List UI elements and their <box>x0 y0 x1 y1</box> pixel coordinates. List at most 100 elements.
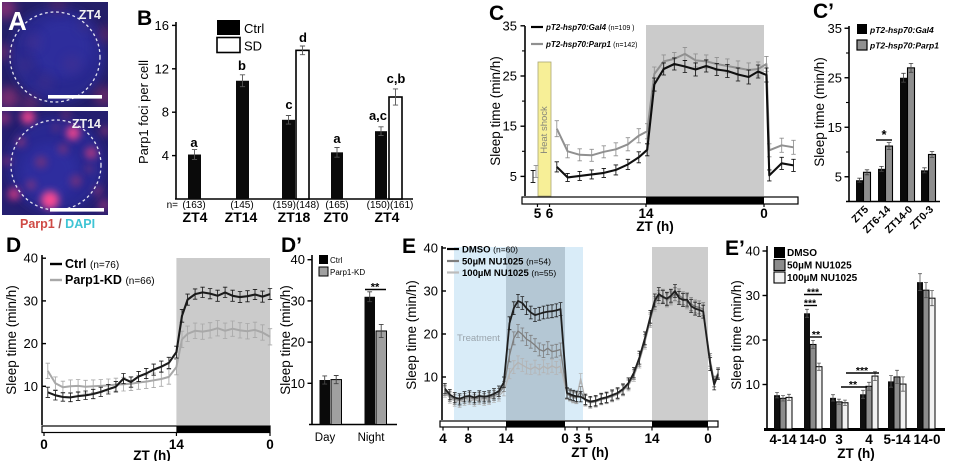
svg-text:0: 0 <box>704 431 712 446</box>
svg-text:4: 4 <box>439 431 447 446</box>
svg-text:Heat shock: Heat shock <box>539 106 550 154</box>
svg-text:E: E <box>402 235 416 258</box>
svg-text:14-0: 14-0 <box>913 432 940 447</box>
svg-text:25: 25 <box>828 70 842 85</box>
svg-text:10: 10 <box>746 377 760 392</box>
svg-text:100µM NU1025: 100µM NU1025 <box>787 273 858 284</box>
svg-text:(145): (145) <box>230 200 253 211</box>
svg-text:pT2-hsp70:Parp1: pT2-hsp70:Parp1 <box>869 41 939 51</box>
svg-text:C: C <box>489 2 504 25</box>
svg-text:35: 35 <box>828 21 842 36</box>
svg-text:0: 0 <box>760 206 768 221</box>
svg-text:d: d <box>299 30 307 45</box>
svg-text:15: 15 <box>503 119 517 134</box>
svg-text:(165): (165) <box>325 200 348 211</box>
svg-text:12: 12 <box>155 61 169 76</box>
svg-text:5: 5 <box>534 206 542 221</box>
svg-text:8: 8 <box>464 431 472 446</box>
svg-text:ZT4: ZT4 <box>79 8 101 22</box>
svg-text:a,c: a,c <box>369 108 387 123</box>
svg-text:20: 20 <box>24 336 38 351</box>
svg-text:30: 30 <box>424 284 438 299</box>
svg-text:Parp1 / DAPI: Parp1 / DAPI <box>20 217 95 231</box>
svg-text:pT2-hsp70:Gal4: pT2-hsp70:Gal4 <box>869 25 934 35</box>
svg-text:40: 40 <box>291 252 305 267</box>
svg-text:ZT0-3: ZT0-3 <box>908 204 936 232</box>
svg-text:10: 10 <box>424 370 438 385</box>
svg-text:ZT14: ZT14 <box>225 209 258 225</box>
svg-text:Night: Night <box>358 432 386 444</box>
svg-text:(150)(161): (150)(161) <box>367 200 414 211</box>
svg-text:14-0: 14-0 <box>799 432 826 447</box>
svg-text:5: 5 <box>585 431 593 446</box>
svg-text:8: 8 <box>162 105 169 120</box>
svg-text:14: 14 <box>644 431 660 446</box>
svg-text:ZT (h): ZT (h) <box>837 446 874 461</box>
svg-text:50µM NU1025 (n=54): 50µM NU1025 (n=54) <box>462 257 551 268</box>
svg-text:ZT (h): ZT (h) <box>133 448 170 461</box>
svg-text:30: 30 <box>24 293 38 308</box>
svg-text:0: 0 <box>266 437 274 452</box>
svg-text:Sleep time (min/h): Sleep time (min/h) <box>729 280 744 390</box>
svg-text:Ctrl: Ctrl <box>244 21 264 36</box>
svg-text:6: 6 <box>546 206 554 221</box>
svg-text:5: 5 <box>510 169 517 184</box>
svg-text:DMSO: DMSO <box>787 248 817 259</box>
svg-text:ZT (h): ZT (h) <box>636 219 673 234</box>
svg-text:30: 30 <box>291 293 305 308</box>
svg-text:15: 15 <box>828 120 842 135</box>
svg-text:E’: E’ <box>725 237 745 260</box>
svg-text:ZT14: ZT14 <box>72 117 101 131</box>
svg-text:**: ** <box>849 379 858 391</box>
svg-text:4: 4 <box>865 432 873 447</box>
svg-text:**: ** <box>371 282 380 294</box>
svg-text:(163): (163) <box>182 200 205 211</box>
svg-text:40: 40 <box>424 241 438 256</box>
svg-text:DMSO (n=60): DMSO (n=60) <box>462 245 518 256</box>
svg-text:Sleep time (min/h): Sleep time (min/h) <box>488 56 503 166</box>
svg-text:3: 3 <box>835 432 843 447</box>
svg-text:ZT (h): ZT (h) <box>571 445 608 460</box>
svg-text:pT2-hsp70:Parp1 (n=142): pT2-hsp70:Parp1 (n=142) <box>545 40 637 49</box>
svg-text:5-14: 5-14 <box>883 432 911 447</box>
svg-text:5: 5 <box>835 169 842 184</box>
svg-text:ZT4: ZT4 <box>183 209 208 225</box>
svg-text:ZT0: ZT0 <box>324 209 349 225</box>
svg-text:14: 14 <box>169 437 185 452</box>
svg-text:0: 0 <box>40 437 48 452</box>
svg-text:(159)(148): (159)(148) <box>273 200 320 211</box>
svg-text:***: *** <box>807 287 820 299</box>
svg-text:40: 40 <box>24 251 38 266</box>
svg-text:14: 14 <box>498 431 514 446</box>
svg-text:***: *** <box>804 298 817 310</box>
svg-text:Day: Day <box>315 432 336 444</box>
svg-text:Sleep time (min/h): Sleep time (min/h) <box>278 285 293 395</box>
svg-text:Ctrl (n=76): Ctrl (n=76) <box>65 257 119 271</box>
svg-text:4-14: 4-14 <box>769 432 797 447</box>
svg-text:pT2-hsp70:Gal4 (n=109 ): pT2-hsp70:Gal4 (n=109 ) <box>545 23 635 32</box>
svg-text:D: D <box>6 234 21 257</box>
svg-text:n=: n= <box>167 200 179 211</box>
svg-text:100µM NU1025 (n=55): 100µM NU1025 (n=55) <box>462 268 556 279</box>
svg-text:c,b: c,b <box>387 71 406 86</box>
svg-text:4: 4 <box>162 148 169 163</box>
svg-text:b: b <box>238 58 246 73</box>
svg-text:c: c <box>285 97 292 112</box>
svg-text:10: 10 <box>24 379 38 394</box>
svg-text:25: 25 <box>503 69 517 84</box>
svg-text:20: 20 <box>746 333 760 348</box>
svg-text:35: 35 <box>503 18 517 33</box>
svg-text:Sleep time (min/h): Sleep time (min/h) <box>404 280 419 390</box>
svg-text:14: 14 <box>638 206 654 221</box>
svg-text:ZT4: ZT4 <box>375 209 400 225</box>
svg-text:D’: D’ <box>281 234 302 257</box>
svg-text:SD: SD <box>244 39 262 54</box>
svg-text:a: a <box>333 131 341 146</box>
svg-text:30: 30 <box>746 288 760 303</box>
svg-text:40: 40 <box>746 244 760 259</box>
svg-text:ZT18: ZT18 <box>278 209 311 225</box>
svg-text:a: a <box>190 135 198 150</box>
svg-text:50µM NU1025: 50µM NU1025 <box>787 261 852 272</box>
svg-text:A: A <box>8 6 27 36</box>
svg-text:10: 10 <box>291 376 305 391</box>
